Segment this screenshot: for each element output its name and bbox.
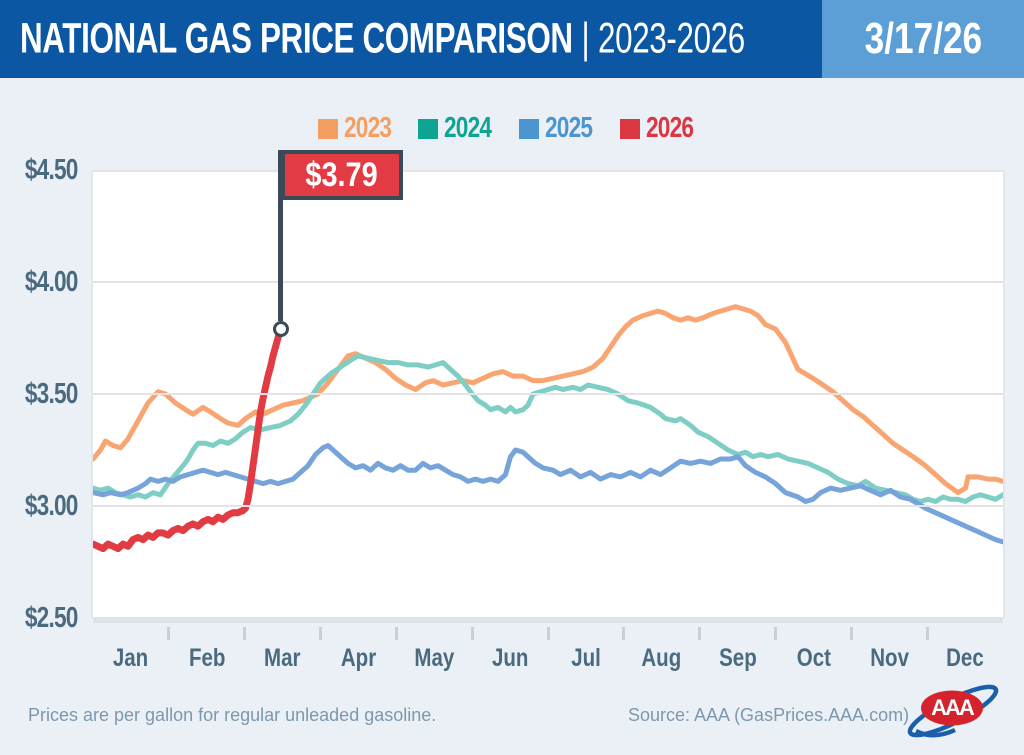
legend-label-2026: 2026 <box>645 112 694 144</box>
aaa-logo: AAA <box>907 684 999 738</box>
y-axis-label: $3.00 <box>25 490 78 522</box>
title-separator: | <box>581 14 590 63</box>
axis-tick <box>243 627 247 640</box>
axis-tick <box>698 627 702 640</box>
legend-item-2024: 2024 <box>418 112 505 145</box>
source-text: Source: AAA (GasPrices.AAA.com) <box>628 705 910 725</box>
axis-tick <box>774 627 777 640</box>
month-label-sep: Sep <box>718 644 757 672</box>
axis-tick <box>925 627 929 640</box>
x-axis-baseline <box>93 617 1003 623</box>
grid-line <box>93 170 1003 172</box>
month-label-aug: Aug <box>641 644 682 672</box>
series-line-2023 <box>93 304 1003 496</box>
annotation-callout: $3.79 <box>281 150 403 200</box>
x-axis: Jan Feb Mar Apr May Jun Jul Aug Sep Oct Nov Dec <box>93 617 1003 677</box>
plot-area <box>93 170 1003 618</box>
annotation-pole <box>278 150 283 322</box>
legend-swatch-2026 <box>619 118 640 139</box>
annotation-marker-dot <box>272 321 289 338</box>
annotation-price-label: $3.79 <box>305 155 379 194</box>
axis-tick <box>546 627 550 640</box>
month-label-oct: Oct <box>796 644 831 672</box>
month-label-jun: Jun <box>491 644 529 672</box>
grid-line <box>93 281 1003 283</box>
grid-line <box>93 393 1003 395</box>
y-axis-label: $4.50 <box>25 154 78 186</box>
legend-swatch-2023 <box>317 118 338 139</box>
grid-line <box>93 505 1003 507</box>
axis-tick <box>622 627 626 640</box>
y-axis-label: $3.50 <box>25 378 78 410</box>
y-axis-label: $2.50 <box>25 602 78 634</box>
title-years: 2023-2026 <box>598 14 745 63</box>
legend-label-2023: 2023 <box>343 112 392 144</box>
legend-label-2025: 2025 <box>545 112 593 144</box>
month-label-dec: Dec <box>946 644 984 672</box>
month-label-feb: Feb <box>188 644 225 672</box>
legend-item-2026: 2026 <box>619 112 707 145</box>
plot-border-right <box>1003 170 1005 618</box>
axis-tick <box>167 627 171 640</box>
axis-tick <box>319 627 322 640</box>
series-line-2024 <box>93 353 1003 504</box>
page-title: NATIONAL GAS PRICE COMPARISON | 2023-2026 <box>20 15 745 64</box>
axis-tick <box>394 627 398 640</box>
legend-item-2023: 2023 <box>317 112 405 145</box>
plot-border-left <box>91 170 93 618</box>
chart-lines <box>93 304 1003 553</box>
date-badge: 3/17/26 <box>822 0 1024 78</box>
date-text: 3/17/26 <box>864 14 982 63</box>
title-main: NATIONAL GAS PRICE COMPARISON <box>20 14 573 63</box>
series-line-2026 <box>93 325 284 553</box>
svg-text:AAA: AAA <box>931 695 975 720</box>
month-label-may: May <box>414 644 455 672</box>
month-label-apr: Apr <box>340 644 377 672</box>
legend-label-2024: 2024 <box>444 112 492 144</box>
month-label-jan: Jan <box>113 644 149 672</box>
series-line-2025 <box>93 443 1003 545</box>
footnote-text: Prices are per gallon for regular unlead… <box>28 705 437 725</box>
month-label-jul: Jul <box>571 644 601 672</box>
legend-swatch-2025 <box>519 118 539 139</box>
axis-tick <box>849 627 853 640</box>
month-label-nov: Nov <box>869 644 909 672</box>
axis-tick <box>470 627 474 640</box>
month-label-mar: Mar <box>264 644 301 672</box>
y-axis-label: $4.00 <box>25 266 78 298</box>
chart-legend: 2023 2024 2025 2026 <box>0 112 1024 145</box>
header-bar: NATIONAL GAS PRICE COMPARISON | 2023-2026 … <box>0 0 1024 78</box>
legend-item-2025: 2025 <box>519 112 606 145</box>
legend-swatch-2024 <box>418 118 439 139</box>
